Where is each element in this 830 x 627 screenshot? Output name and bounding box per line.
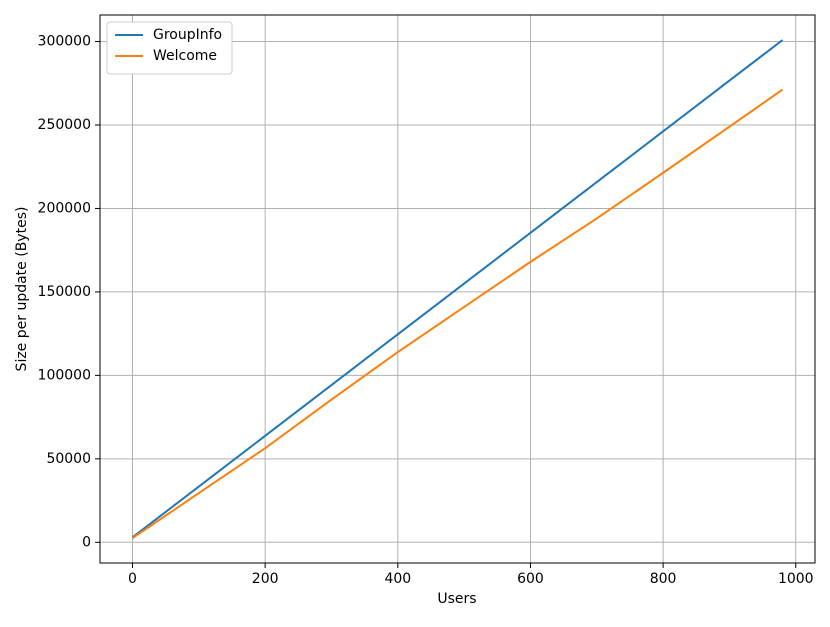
x-tick-label: 1000 [778,571,814,587]
x-axis-label: Users [437,591,476,607]
x-tick-label: 200 [252,571,279,587]
legend-label: GroupInfo [153,27,222,43]
y-tick-label: 150000 [38,284,91,300]
y-tick-label: 300000 [38,34,91,50]
x-tick-label: 0 [128,571,137,587]
x-tick-label: 400 [384,571,411,587]
line [131,88,784,539]
line [131,39,784,539]
y-tick-label: 100000 [38,367,91,383]
x-tick-label: 800 [650,571,677,587]
y-tick-label: 200000 [38,200,91,216]
legend-label: Welcome [153,48,217,64]
y-tick-label: 250000 [38,117,91,133]
y-tick-label: 0 [82,534,91,550]
y-tick-label: 50000 [46,451,91,467]
x-tick-label: 600 [517,571,544,587]
y-axis-label: Size per update (Bytes) [14,207,30,372]
plot-frame [99,14,816,564]
